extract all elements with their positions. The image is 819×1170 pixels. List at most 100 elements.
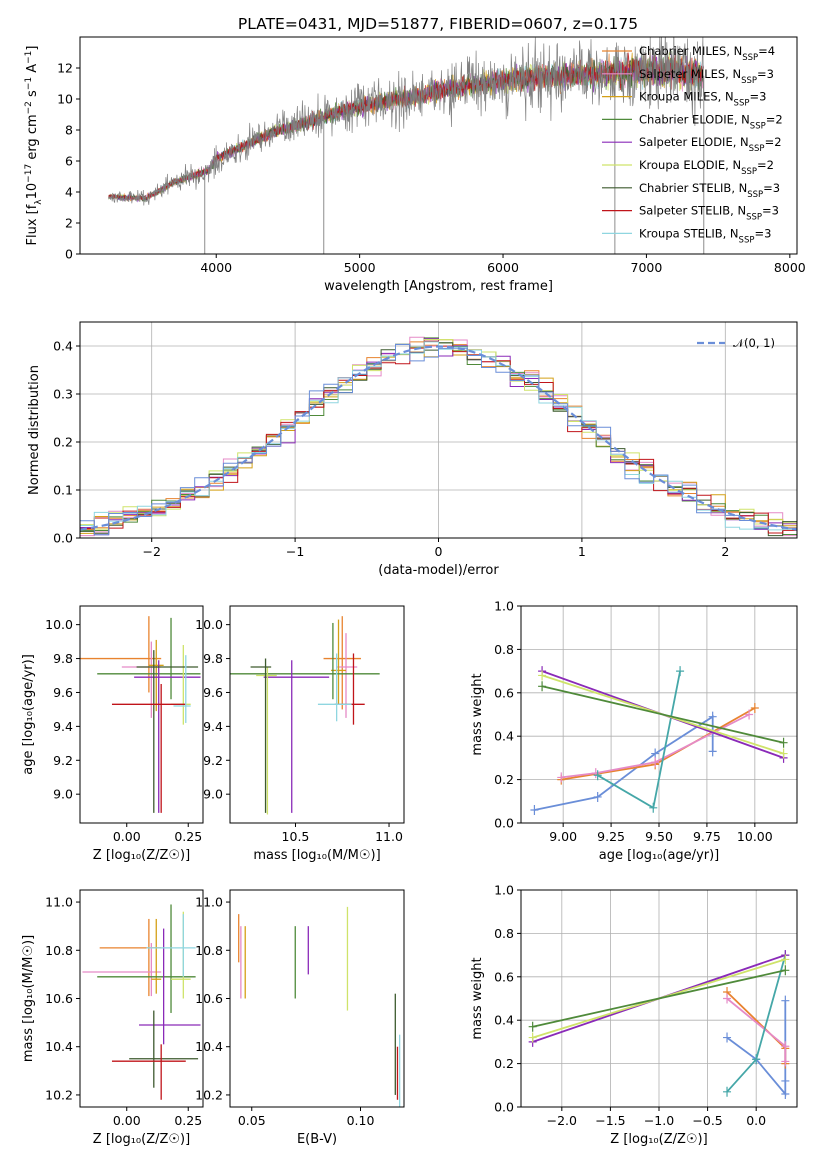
plot-area: [80, 616, 201, 813]
y-tick-label: 0.6: [494, 969, 514, 984]
mass-weight-marker: [528, 1021, 537, 1032]
x-tick-label: 0.25: [174, 829, 202, 844]
residual-histogram: [80, 344, 797, 536]
y-tick-label: 9.4: [203, 719, 223, 734]
y-axis-label-part: 10: [25, 183, 40, 200]
x-tick-label: 0.00: [113, 1113, 141, 1128]
x-tick-label: 9.75: [693, 829, 721, 844]
legend-label: Kroupa MILES, NSSP=3: [639, 90, 766, 109]
legend-label-text: Salpeter STELIB, N: [639, 204, 746, 218]
mass-weight-marker: [781, 1056, 790, 1067]
x-tick-label: 9.25: [597, 829, 625, 844]
y-axis-label: age [log₁₀(age/yr)]: [21, 654, 36, 775]
mass-weight-marker: [676, 666, 685, 677]
x-tick-label: −2: [142, 544, 160, 559]
y-tick-label: 10.8: [45, 943, 73, 958]
mass-weight-marker: [781, 1075, 790, 1086]
x-axis-label: Z [log₁₀(Z/Z☉)]: [93, 848, 190, 863]
legend-label-text: Chabrier STELIB, N: [639, 181, 747, 195]
mass-weight-line: [534, 715, 714, 811]
mass-weight-line: [561, 713, 750, 779]
y-tick-label: 9.0: [203, 787, 223, 802]
x-tick-label: 0.05: [238, 1113, 266, 1128]
legend-label: Chabrier MILES, NSSP=4: [639, 44, 775, 63]
legend-label-sub: SSP: [747, 190, 763, 200]
x-tick-label: 8000: [774, 260, 806, 275]
legend-label-sub: SSP: [742, 53, 758, 63]
mass-weight-marker: [593, 791, 602, 802]
y-tick-label: 0.1: [53, 483, 73, 498]
y-tick-label: 10.6: [195, 991, 223, 1006]
y-axis-label: mass [log₁₀(M/M☉)]: [21, 935, 36, 1062]
y-tick-label: 11.0: [45, 895, 73, 910]
legend-label-sub: SSP: [741, 167, 757, 177]
x-tick-label: 0.10: [347, 1113, 375, 1128]
mass-weight-line: [561, 707, 756, 781]
y-tick-label: 0.0: [494, 1100, 514, 1115]
legend-label-sub: SSP: [741, 76, 757, 86]
legend-label-text: Chabrier MILES, N: [639, 44, 742, 58]
legend-label-suffix: =3: [757, 67, 774, 81]
y-tick-label: 0.8: [494, 642, 514, 657]
x-axis-label: age [log₁₀(age/yr)]: [599, 848, 720, 863]
y-tick-label: 9.8: [53, 651, 73, 666]
mass-weight-marker: [651, 757, 660, 768]
y-tick-label: 9.0: [53, 787, 73, 802]
y-axis-label-part: A: [25, 64, 40, 77]
weight-vs-Z-panel: −2.0 −1.5 −1.0 −0.5 0.0 0.0 0.2 0.4 0.6 0.8 1.0 Z […: [470, 883, 798, 1147]
y-axis-label-part: −17: [24, 164, 34, 183]
y-tick-label: 10.4: [195, 1039, 223, 1054]
x-tick-label: 11.0: [375, 829, 403, 844]
legend-label-sub: SSP: [749, 144, 765, 154]
legend-label: Chabrier STELIB, NSSP=3: [639, 181, 780, 200]
y-tick-label: 0.4: [494, 1013, 514, 1028]
y-axis-label-part: −1: [24, 51, 34, 64]
x-tick-label: −1: [286, 544, 304, 559]
y-axis-label-part: s: [25, 90, 40, 101]
x-tick-label: 6000: [487, 260, 519, 275]
y-tick-label: 10.4: [45, 1039, 73, 1054]
x-tick-label: 10.5: [282, 829, 310, 844]
legend-label-suffix: =2: [765, 135, 782, 149]
legend-label-sub: SSP: [739, 235, 755, 245]
mass-weight-line: [541, 685, 784, 744]
y-tick-label: 10: [57, 92, 73, 107]
y-tick-label: 9.4: [53, 719, 73, 734]
mass-weight-marker: [591, 768, 600, 779]
normal-curve: [80, 345, 797, 531]
x-tick-label: 10.00: [737, 829, 773, 844]
legend-label-suffix: =4: [758, 44, 775, 58]
x-tick-label: −0.5: [692, 1113, 722, 1128]
y-tick-label: 10.0: [45, 617, 73, 632]
plot-area: [230, 616, 380, 815]
plot-area: [530, 666, 788, 815]
mass-vs-EBV-panel: 0.05 0.10 10.2 10.4 10.6 10.8 11.0 E(B-V): [195, 889, 405, 1147]
mass-weight-marker: [708, 746, 717, 757]
weight-vs-age-panel: 9.00 9.25 9.50 9.75 10.00 0.0 0.2 0.4 0.6 0.8 1.0 a…: [470, 599, 798, 863]
mass-weight-marker: [723, 1086, 732, 1097]
legend-label-sub: SSP: [746, 213, 762, 223]
legend-label-text: Chabrier ELODIE, N: [639, 112, 750, 126]
x-tick-label: 2: [721, 544, 729, 559]
y-axis-label-part: −1: [24, 77, 34, 90]
y-tick-label: 10.2: [45, 1087, 73, 1102]
mass-weight-marker: [538, 670, 547, 681]
mass-weight-marker: [745, 709, 754, 720]
y-tick-label: 0.4: [494, 729, 514, 744]
mass-weight-marker: [651, 748, 660, 759]
x-tick-label: 1: [578, 544, 586, 559]
y-axis-label: Flux [fλ10−17 erg cm−2 s−1 A−1]: [24, 46, 44, 246]
legend-label-suffix: =3: [754, 226, 771, 240]
y-tick-label: 10.0: [195, 617, 223, 632]
x-axis-label: mass [log₁₀(M/M☉)]: [253, 848, 380, 863]
mass-weight-marker: [781, 965, 790, 976]
y-axis-label: mass weight: [470, 957, 485, 1039]
legend-label-suffix: =2: [766, 112, 783, 126]
mass-weight-line: [532, 969, 786, 1028]
legend-label: Salpeter STELIB, NSSP=3: [639, 204, 779, 223]
x-axis-label: (data-model)/error: [378, 563, 499, 578]
x-tick-label: 7000: [631, 260, 663, 275]
observed-spectrum-line: [108, 37, 704, 206]
figure-title: PLATE=0431, MJD=51877, FIBERID=0607, z=0…: [238, 15, 638, 33]
